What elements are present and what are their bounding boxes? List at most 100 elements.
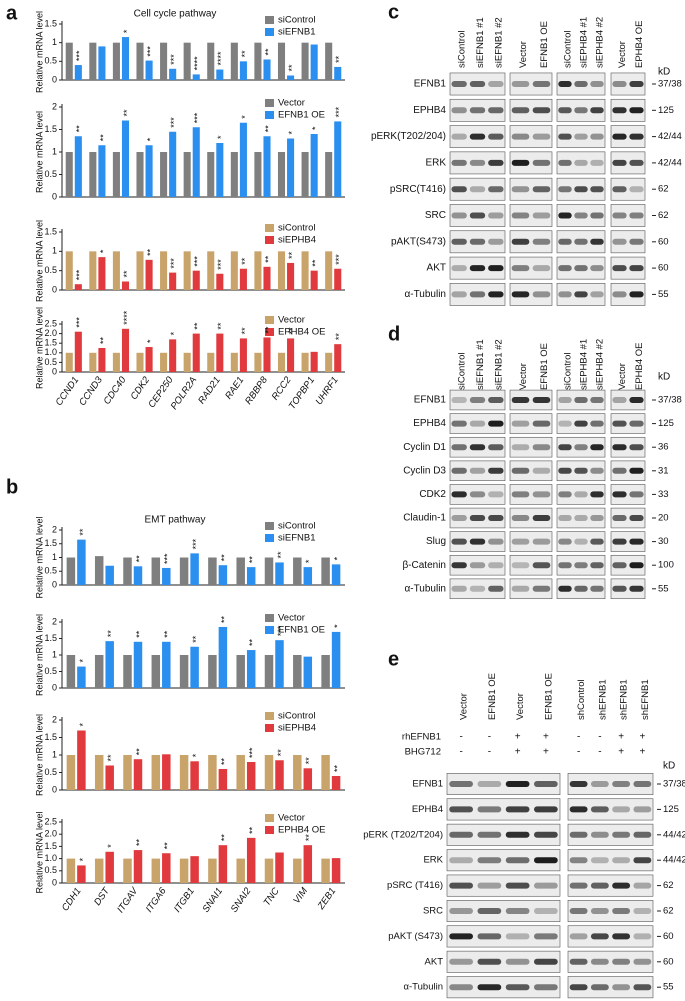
band: [590, 857, 609, 864]
significance: ***: [276, 625, 286, 636]
band: [590, 397, 604, 403]
significance: **: [163, 842, 173, 850]
significance: *: [311, 126, 321, 130]
bar: [145, 347, 153, 372]
bar: [263, 337, 271, 372]
blot-strip: [567, 823, 654, 846]
legend-label: EFNB1 OE: [278, 110, 325, 121]
band: [574, 212, 588, 219]
y-tick-label: 1.5: [44, 124, 57, 134]
y-tick-label: 0.5: [44, 56, 57, 66]
bar: [112, 352, 120, 372]
bar: [264, 557, 274, 585]
blot-strip: [610, 460, 646, 482]
legend-label: Vector: [278, 315, 305, 326]
bar: [254, 352, 262, 372]
band: [511, 585, 530, 592]
band: [633, 958, 652, 965]
bar: [293, 557, 302, 585]
bar: [183, 352, 191, 372]
band: [633, 933, 652, 940]
kd-label: 37/38: [658, 79, 682, 90]
bar: [230, 352, 238, 372]
band: [488, 538, 504, 545]
bar: [179, 557, 189, 585]
kd-label: 55: [658, 289, 669, 300]
y-axis-label: Relative mRNA level: [34, 811, 44, 893]
lane-label: siEFNB1 #2: [493, 339, 504, 390]
lane-label: siControl: [563, 31, 574, 69]
legend-swatch: [265, 626, 274, 634]
band: [629, 133, 644, 140]
significance: *: [98, 249, 108, 253]
band: [532, 397, 551, 403]
significance: **: [145, 248, 155, 256]
blot-strip: [556, 436, 606, 458]
significance: ***: [75, 50, 85, 61]
y-axis-label: Relative mRNA level: [34, 714, 44, 796]
bar: [264, 655, 274, 688]
band: [532, 212, 551, 219]
band: [511, 238, 530, 245]
legend-swatch: [265, 236, 274, 244]
band: [532, 238, 551, 245]
band: [574, 420, 588, 427]
band: [569, 984, 588, 991]
y-tick-label: 2: [52, 524, 57, 534]
band: [590, 958, 609, 965]
significance: ***: [334, 106, 344, 117]
treatment-sign: +: [618, 747, 624, 758]
blot-strip: [567, 849, 654, 872]
kd-label: 125: [658, 105, 674, 116]
bar: [94, 655, 104, 688]
band: [590, 562, 604, 569]
bar: [275, 640, 284, 688]
y-tick-label: 1.5: [44, 338, 57, 348]
band: [590, 781, 609, 787]
significance: **: [216, 322, 226, 330]
band: [629, 585, 644, 592]
row-label: EFNB1: [414, 79, 447, 90]
legend-label: siEPHB4: [278, 723, 316, 734]
band: [558, 444, 572, 451]
band: [451, 133, 467, 140]
significance: *: [332, 556, 342, 560]
bar: [66, 655, 76, 688]
blot-strip: [509, 389, 553, 411]
kd-header: kD: [663, 761, 675, 772]
band: [469, 265, 486, 272]
kd-label: 60: [663, 931, 674, 942]
y-axis-label: Relative mRNA level: [34, 11, 44, 93]
band: [590, 882, 609, 889]
treatment-sign: -: [598, 732, 601, 743]
y-tick-label: 1: [52, 749, 57, 759]
row-label: pERK (T202/T204): [363, 829, 443, 840]
bar: [301, 251, 309, 290]
significance: **: [98, 134, 108, 142]
band: [451, 238, 467, 245]
band: [574, 186, 588, 193]
bar: [133, 850, 143, 883]
x-tick-label: VIM: [291, 886, 310, 906]
chart-title: Cell cycle pathway: [134, 9, 217, 20]
band: [469, 538, 486, 545]
lane-label: Vector: [617, 41, 628, 68]
y-tick-label: 1.5: [44, 538, 57, 548]
bar: [123, 655, 132, 688]
band: [629, 538, 644, 545]
band: [469, 562, 486, 569]
legend-swatch: [265, 814, 274, 822]
y-tick-label: 2.0: [44, 328, 57, 338]
y-axis-label: Relative mRNA level: [34, 220, 44, 302]
row-label: α-Tubulin: [404, 583, 446, 594]
bar: [121, 281, 130, 290]
significance: ***: [75, 317, 85, 328]
band: [451, 467, 467, 474]
treatment-label: BHG712: [405, 747, 441, 758]
x-tick-label: ZEB1: [315, 886, 338, 913]
kd-label: 60: [658, 236, 669, 247]
band: [532, 81, 551, 87]
treatment-sign: +: [515, 747, 521, 758]
bar: [192, 333, 200, 372]
x-tick-label: RBBP8: [243, 374, 270, 406]
